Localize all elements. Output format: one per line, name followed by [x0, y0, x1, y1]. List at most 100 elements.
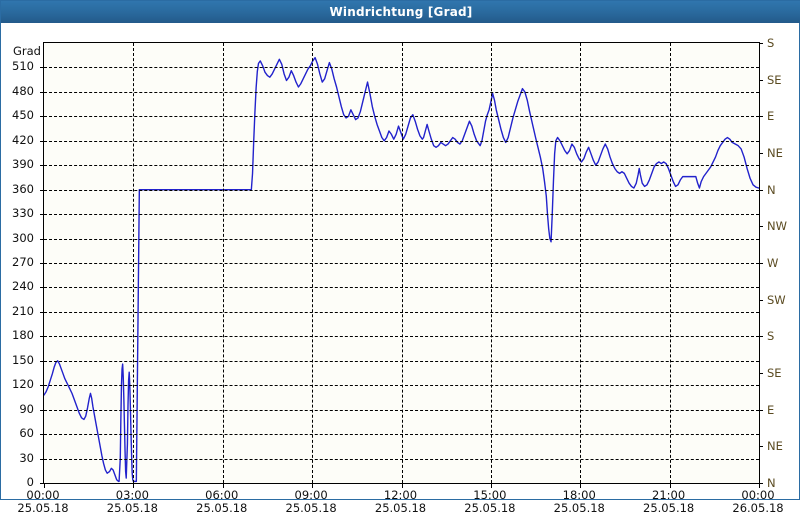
x-tick-label: 06:00 25.05.18	[182, 489, 262, 515]
compass-tick-label: E	[767, 402, 775, 417]
x-tick-time: 21:00	[652, 488, 686, 502]
x-tick-time: 00:00	[26, 488, 60, 502]
y-tick-label: 330	[12, 206, 34, 221]
y-tick-label: 270	[12, 255, 34, 269]
y-tick-mark	[40, 91, 44, 93]
compass-tick-mark	[759, 336, 763, 338]
y-tick-mark	[40, 458, 44, 460]
compass-tick-label: E	[767, 109, 775, 124]
x-tick-time: 06:00	[205, 488, 239, 502]
compass-tick-mark	[759, 116, 763, 118]
y-tick-label: 30	[19, 450, 34, 465]
compass-tick-mark	[759, 189, 763, 191]
compass-tick-mark	[759, 299, 763, 301]
y-tick-label: 120	[12, 377, 34, 392]
x-tick-time: 00:00	[741, 488, 775, 502]
compass-tick-label: SE	[767, 72, 782, 87]
x-tick-date: 25.05.18	[196, 501, 248, 515]
x-tick-mark	[580, 483, 582, 488]
compass-tick-mark	[759, 153, 763, 154]
x-tick-mark	[222, 483, 224, 488]
y-tick-mark	[40, 263, 44, 264]
y-tick-label: 420	[12, 132, 34, 147]
x-tick-date: 25.05.18	[643, 501, 695, 515]
y-tick-mark	[40, 311, 44, 313]
compass-tick-mark	[759, 446, 763, 448]
compass-tick-mark	[759, 263, 763, 264]
x-tick-label: 21:00 25.05.18	[629, 489, 709, 515]
y-tick-mark	[40, 336, 44, 338]
x-gridline	[133, 43, 135, 483]
compass-tick-label: N	[767, 476, 776, 490]
chart-canvas: Grad S SE E NE N NW W SW S SE E NE N 0 30 60 90 120 150 18…	[1, 23, 799, 515]
x-tick-mark	[401, 483, 403, 488]
window-title: Windrichtung [Grad]	[329, 5, 473, 19]
x-gridline	[222, 43, 224, 483]
y-tick-mark	[40, 409, 44, 411]
compass-tick-label: NE	[767, 439, 783, 454]
x-tick-label: 12:00 25.05.18	[361, 489, 441, 515]
series-line-windrichtung	[44, 56, 759, 483]
x-tick-time: 12:00	[383, 488, 418, 502]
x-tick-label: 15:00 25.05.18	[450, 489, 530, 515]
x-tick-date: 25.05.18	[374, 501, 427, 515]
y-tick-mark	[40, 360, 44, 362]
y-tick-label: 390	[12, 157, 34, 172]
y-tick-mark	[40, 214, 44, 216]
x-tick-mark	[490, 483, 492, 488]
x-gridline	[669, 43, 671, 483]
y-tick-mark	[40, 434, 44, 436]
plot-area: S SE E NE N NW W SW S SE E NE N	[40, 37, 787, 489]
y-tick-label: 480	[12, 83, 34, 98]
y-tick-label: 0	[26, 475, 34, 489]
x-tick-mark	[44, 483, 45, 488]
x-gridline	[490, 43, 492, 483]
x-tick-time: 09:00	[294, 488, 328, 502]
compass-tick-label: SE	[767, 366, 782, 380]
x-tick-mark	[133, 483, 135, 488]
x-gridline	[580, 43, 582, 483]
y-tick-label: 60	[19, 426, 34, 441]
compass-tick-label: NW	[767, 219, 787, 234]
y-tick-mark	[40, 140, 44, 142]
x-tick-time: 18:00	[562, 488, 596, 502]
compass-tick-label: S	[767, 329, 775, 344]
compass-tick-label: NE	[767, 146, 783, 160]
y-axis-unit-label: Grad	[13, 44, 41, 58]
compass-tick-mark	[759, 79, 763, 81]
compass-tick-label: N	[767, 182, 776, 197]
compass-tick-label: W	[767, 256, 779, 270]
x-tick-time: 03:00	[115, 488, 149, 502]
x-tick-date: 25.05.18	[285, 501, 337, 515]
x-gridline	[312, 43, 314, 483]
y-tick-label: 240	[12, 279, 34, 294]
x-tick-time: 15:00	[473, 488, 507, 502]
y-tick-mark	[40, 483, 44, 484]
compass-tick-mark	[759, 409, 763, 411]
x-tick-date: 25.05.18	[464, 501, 516, 515]
compass-tick-label: S	[767, 36, 775, 50]
x-tick-label: 09:00 25.05.18	[271, 489, 351, 515]
y-tick-mark	[40, 189, 44, 191]
compass-tick-mark	[759, 43, 763, 44]
compass-tick-mark	[759, 373, 763, 374]
y-tick-label: 510	[12, 59, 34, 74]
y-tick-label: 210	[12, 303, 34, 318]
y-tick-label: 360	[12, 181, 34, 196]
compass-tick-mark	[759, 226, 763, 228]
y-tick-mark	[40, 165, 44, 167]
x-tick-label: 00:00 25.05.18	[3, 489, 83, 515]
y-tick-mark	[40, 67, 44, 69]
compass-tick-mark	[759, 483, 763, 484]
y-tick-mark	[40, 287, 44, 289]
y-tick-label: 450	[12, 108, 34, 123]
x-tick-label: 18:00 25.05.18	[539, 489, 619, 515]
x-gridline	[401, 43, 403, 483]
y-tick-label: 300	[12, 230, 34, 245]
x-tick-date: 25.05.18	[17, 501, 69, 515]
window-title-bar: Windrichtung [Grad]	[1, 1, 800, 23]
x-tick-mark	[312, 483, 314, 488]
y-tick-mark	[40, 238, 44, 240]
compass-tick-label: SW	[767, 292, 786, 307]
